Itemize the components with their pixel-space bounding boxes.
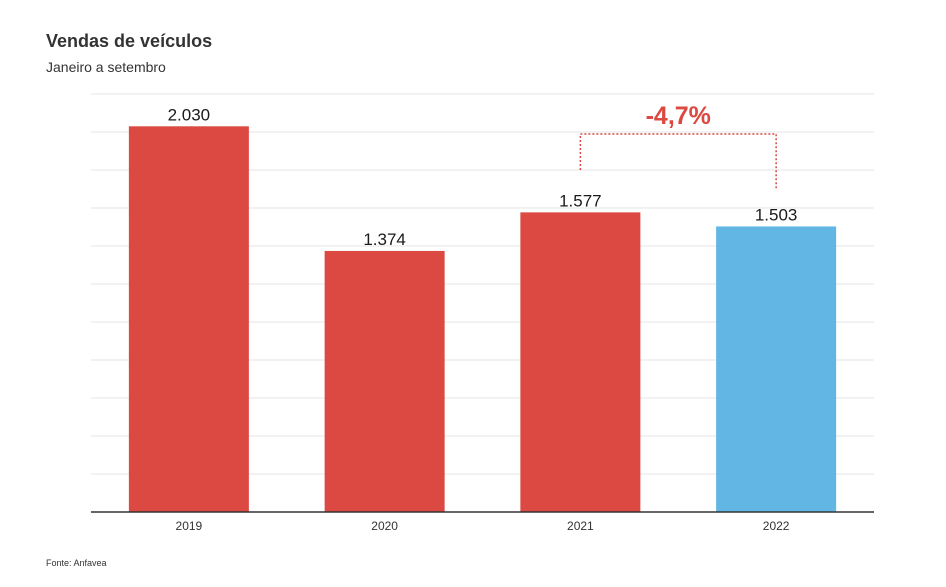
source-note: Fonte: Anfavea: [46, 558, 107, 568]
x-tick-2020: 2020: [371, 519, 398, 533]
change-percent-label: -4,7%: [646, 102, 711, 130]
x-tick-2021: 2021: [567, 519, 594, 533]
data-label-2020: 1.374: [363, 230, 406, 249]
chart-title: Vendas de veículos: [46, 31, 213, 51]
change-annotation: -4,7%: [579, 102, 777, 190]
x-tick-2019: 2019: [176, 519, 203, 533]
x-tick-labels: 2019 2020 2021 2022: [176, 519, 790, 533]
data-label-2021: 1.577: [559, 191, 602, 210]
bar-2022: [716, 226, 837, 512]
x-tick-2022: 2022: [763, 519, 790, 533]
data-labels: 2.030 1.374 1.577 1.503: [168, 105, 798, 249]
bar-2019: [128, 126, 249, 513]
data-label-2019: 2.030: [168, 105, 211, 124]
chart-subtitle: Janeiro a setembro: [46, 59, 166, 75]
change-bracket: [579, 133, 777, 190]
bar-2020: [324, 250, 445, 512]
data-label-2022: 1.503: [755, 205, 798, 224]
bars: [128, 126, 837, 513]
bar-2021: [520, 212, 641, 512]
